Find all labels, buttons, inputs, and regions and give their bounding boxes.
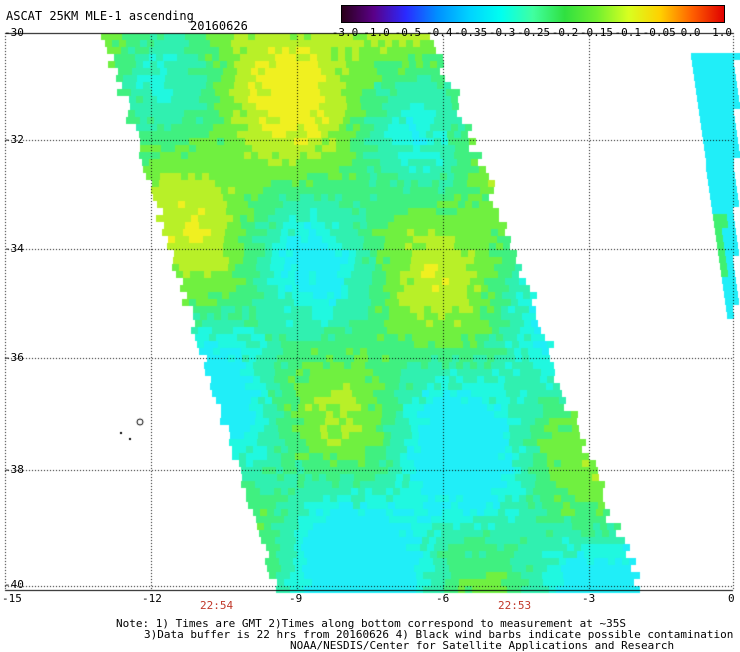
colorbar-tick-label: -3.0 xyxy=(331,26,359,39)
lat-label-34: -34 xyxy=(4,242,24,255)
colorbar-tick-label: -0.35 xyxy=(454,26,488,39)
lat-label-36: -36 xyxy=(4,351,24,364)
colorbar-tick-label: 1.0 xyxy=(712,26,732,39)
colorbar-tick-label: -0.15 xyxy=(579,26,613,39)
colorbar-tick-label: -0.3 xyxy=(488,26,516,39)
colorbar xyxy=(341,5,725,23)
colorbar-tick-label: -0.05 xyxy=(642,26,676,39)
lon-label-0: 0 xyxy=(728,592,735,605)
colorbar-tick-label: -0.25 xyxy=(517,26,551,39)
lat-label-30: -30 xyxy=(4,26,24,39)
note-line-3: NOAA/NESDIS/Center for Satellite Applica… xyxy=(290,639,675,652)
lon-label-15: -15 xyxy=(2,592,22,605)
lon-label-6: -6 xyxy=(436,592,450,605)
lat-label-32: -32 xyxy=(4,133,24,146)
swath-time-left: 22:54 xyxy=(200,599,234,612)
lon-label-9: -9 xyxy=(289,592,303,605)
swath-time-right: 22:53 xyxy=(498,599,532,612)
colorbar-tick-label: 0.0 xyxy=(680,26,701,39)
colorbar-tick-label: -0.5 xyxy=(394,26,422,39)
lon-label-12: -12 xyxy=(142,592,162,605)
lat-label-38: -38 xyxy=(4,463,24,476)
chart-date: 20160626 xyxy=(190,19,248,33)
chart-title: ASCAT 25KM MLE-1 ascending xyxy=(6,9,194,23)
note-line-1: Note: 1) Times are GMT 2)Times along bot… xyxy=(116,617,626,630)
lat-label-40: -40 xyxy=(4,578,24,591)
lon-label-3: -3 xyxy=(582,592,596,605)
colorbar-tick-label: -1.0 xyxy=(363,26,390,39)
colorbar-tick-label: -0.1 xyxy=(614,26,642,39)
colorbar-tick-label: -0.4 xyxy=(426,26,453,39)
colorbar-tick-label: -0.2 xyxy=(551,26,579,39)
note-line-2: 3)Data buffer is 22 hrs from 20160626 4)… xyxy=(144,628,734,641)
